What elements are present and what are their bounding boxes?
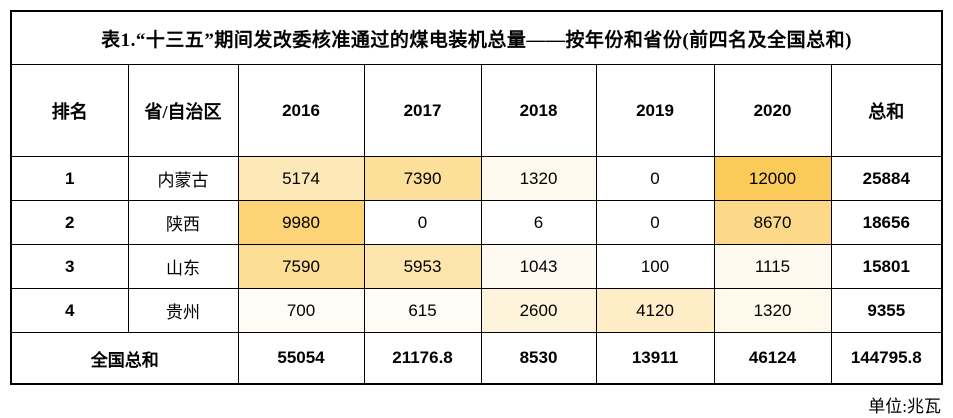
rank-cell: 3 — [10, 244, 129, 289]
col-header-province: 省/自治区 — [127, 64, 239, 157]
table-title: 表1.“十三五”期间发改委核准通过的煤电装机总量——按年份和省份(前四名及全国总… — [10, 10, 943, 65]
total-row-value: 8530 — [480, 332, 597, 385]
title-row: 表1.“十三五”期间发改委核准通过的煤电装机总量——按年份和省份(前四名及全国总… — [10, 10, 943, 65]
row-total-cell: 25884 — [830, 156, 943, 201]
value-cell: 4120 — [595, 288, 715, 333]
coal-power-table: 表1.“十三五”期间发改委核准通过的煤电装机总量——按年份和省份(前四名及全国总… — [10, 10, 944, 385]
value-cell: 7390 — [363, 156, 482, 201]
total-row-label: 全国总和 — [10, 332, 239, 385]
rank-cell: 4 — [10, 288, 129, 333]
unit-note: 单位:兆瓦 — [868, 397, 941, 416]
value-cell: 700 — [237, 288, 365, 333]
col-header-2016: 2016 — [237, 64, 365, 157]
table-row: 2 陕西 9980 0 6 0 8670 18656 — [10, 200, 943, 245]
value-cell: 5174 — [237, 156, 365, 201]
value-cell: 6 — [480, 200, 597, 245]
value-cell: 5953 — [363, 244, 482, 289]
value-cell: 0 — [595, 200, 715, 245]
total-row: 全国总和 55054 21176.8 8530 13911 46124 1447… — [10, 332, 943, 385]
table-row: 3 山东 7590 5953 1043 100 1115 15801 — [10, 244, 943, 289]
col-header-rank: 排名 — [10, 64, 129, 157]
table-row: 1 内蒙古 5174 7390 1320 0 12000 25884 — [10, 156, 943, 201]
value-cell: 1320 — [480, 156, 597, 201]
col-header-2020: 2020 — [713, 64, 832, 157]
province-cell: 内蒙古 — [127, 156, 239, 201]
value-cell: 0 — [595, 156, 715, 201]
province-cell: 贵州 — [127, 288, 239, 333]
row-total-cell: 9355 — [830, 288, 943, 333]
total-row-value: 13911 — [595, 332, 715, 385]
header-row: 排名 省/自治区 2016 2017 2018 2019 2020 总和 — [10, 64, 943, 157]
grand-total-cell: 144795.8 — [830, 332, 943, 385]
value-cell: 100 — [595, 244, 715, 289]
value-cell: 615 — [363, 288, 482, 333]
value-cell: 1115 — [713, 244, 832, 289]
col-header-2018: 2018 — [480, 64, 597, 157]
value-cell: 1320 — [713, 288, 832, 333]
row-total-cell: 18656 — [830, 200, 943, 245]
row-total-cell: 15801 — [830, 244, 943, 289]
total-row-value: 46124 — [713, 332, 832, 385]
rank-cell: 2 — [10, 200, 129, 245]
value-cell: 9980 — [237, 200, 365, 245]
rank-cell: 1 — [10, 156, 129, 201]
col-header-2017: 2017 — [363, 64, 482, 157]
province-cell: 山东 — [127, 244, 239, 289]
value-cell: 12000 — [713, 156, 832, 201]
table-row: 4 贵州 700 615 2600 4120 1320 9355 — [10, 288, 943, 333]
value-cell: 0 — [363, 200, 482, 245]
total-row-value: 55054 — [237, 332, 365, 385]
province-cell: 陕西 — [127, 200, 239, 245]
value-cell: 1043 — [480, 244, 597, 289]
col-header-total: 总和 — [830, 64, 943, 157]
value-cell: 7590 — [237, 244, 365, 289]
col-header-2019: 2019 — [595, 64, 715, 157]
value-cell: 2600 — [480, 288, 597, 333]
value-cell: 8670 — [713, 200, 832, 245]
total-row-value: 21176.8 — [363, 332, 482, 385]
